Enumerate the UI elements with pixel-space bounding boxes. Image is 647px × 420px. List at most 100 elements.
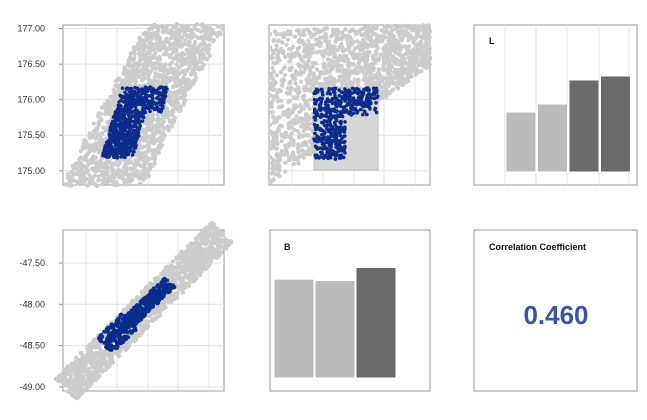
data-point (394, 38, 399, 44)
data-point (157, 128, 162, 134)
data-point (283, 160, 288, 165)
data-point (169, 93, 174, 98)
data-point (167, 119, 173, 124)
data-point (308, 88, 313, 94)
data-point (91, 128, 97, 134)
data-point (153, 51, 158, 56)
data-point (179, 280, 184, 285)
data-point (366, 104, 371, 109)
data-point (186, 42, 191, 47)
data-point (110, 139, 115, 143)
data-point (298, 79, 304, 84)
data-point (205, 50, 210, 55)
data-point (300, 148, 305, 153)
data-point (322, 62, 327, 67)
data-point (406, 50, 411, 55)
data-point (312, 137, 316, 141)
data-point (109, 144, 114, 148)
data-point (364, 112, 369, 117)
data-point (137, 62, 142, 67)
data-point (174, 22, 180, 27)
data-point (159, 143, 165, 148)
scatter-panel-r1c2[interactable] (267, 23, 433, 186)
data-point (343, 87, 347, 91)
scatter-panel-r2c1[interactable]: -47.50-48.00-48.50-49.00 (19, 221, 234, 401)
data-point (80, 180, 85, 186)
data-point (143, 99, 147, 104)
data-point (148, 69, 154, 74)
data-point (386, 57, 391, 62)
data-point (106, 140, 110, 144)
data-point (281, 31, 287, 36)
data-point (427, 29, 432, 34)
data-point (323, 81, 328, 86)
data-point (126, 150, 131, 155)
data-point (173, 100, 178, 106)
data-point (155, 79, 161, 84)
data-point (341, 95, 346, 99)
data-point (383, 24, 388, 29)
data-point (106, 153, 111, 158)
data-point (312, 91, 316, 96)
data-point (277, 49, 282, 54)
data-point (364, 35, 369, 40)
data-point (275, 59, 280, 65)
data-point (135, 46, 140, 52)
data-point (289, 125, 294, 130)
data-point (333, 38, 338, 43)
data-point (331, 30, 337, 35)
data-point (329, 134, 334, 138)
data-point (111, 87, 117, 93)
data-point (183, 80, 188, 85)
data-point (92, 148, 97, 153)
data-point (78, 148, 84, 154)
data-point (112, 182, 118, 188)
data-point (385, 51, 390, 56)
data-point (119, 124, 124, 128)
data-point (368, 99, 373, 104)
data-point (119, 136, 124, 140)
data-point (108, 125, 113, 130)
data-point (138, 38, 143, 43)
data-point (192, 23, 197, 29)
data-point (121, 71, 126, 77)
data-point (378, 52, 383, 57)
data-point (333, 123, 338, 127)
data-point (279, 139, 284, 144)
data-point (358, 27, 364, 32)
data-point (385, 71, 390, 76)
data-point (339, 63, 344, 69)
data-point (168, 52, 173, 58)
data-point (288, 31, 293, 37)
data-point (143, 150, 148, 155)
data-point (411, 64, 416, 69)
data-point (339, 149, 344, 153)
data-point (104, 104, 109, 109)
data-point (353, 29, 358, 34)
data-point (84, 142, 90, 148)
data-point (319, 99, 324, 104)
data-point (175, 89, 181, 94)
data-point (414, 69, 419, 75)
data-point (119, 174, 124, 179)
data-point (130, 119, 135, 124)
data-point (206, 37, 211, 42)
data-point (342, 126, 346, 130)
data-point (92, 181, 98, 187)
data-point (271, 69, 276, 75)
data-point (301, 64, 306, 70)
data-point (274, 152, 280, 157)
data-point (180, 69, 185, 74)
data-point (309, 141, 314, 146)
data-point (185, 27, 190, 33)
data-point (162, 114, 167, 119)
bar-panel-l[interactable]: L (473, 24, 638, 186)
data-point (173, 30, 179, 36)
data-point (99, 156, 105, 161)
data-point (371, 75, 377, 81)
data-point (89, 157, 94, 162)
data-point (147, 41, 152, 46)
data-point (125, 86, 130, 91)
data-point (85, 183, 90, 188)
